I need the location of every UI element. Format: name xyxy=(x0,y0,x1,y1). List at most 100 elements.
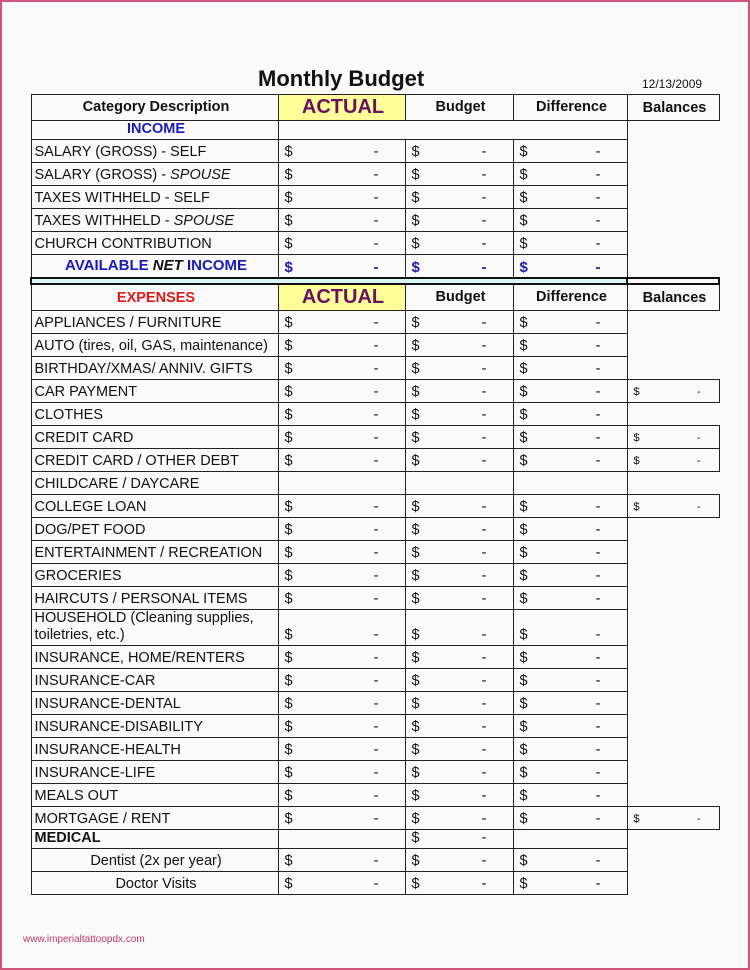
money-cell: $ - xyxy=(404,609,514,646)
amount: - xyxy=(481,213,487,229)
row-label: INSURANCE-CAR xyxy=(30,668,279,692)
row-label: INSURANCE-DENTAL xyxy=(30,691,279,715)
amount: - xyxy=(481,673,487,689)
expense-row: CHILDCARE / DAYCARE xyxy=(30,471,719,495)
money-cell: $ - xyxy=(404,645,514,669)
expense-row: INSURANCE-DISABILITY $ - $ - $ - xyxy=(30,714,719,738)
expenses-header-row: EXPENSES ACTUAL Budget Difference Balances xyxy=(30,283,720,311)
amount: - xyxy=(595,453,601,469)
money-cell: $ - xyxy=(404,139,514,163)
income-section-row: INCOME xyxy=(30,120,719,140)
money-cell: $ - xyxy=(277,737,406,761)
currency-symbol: $ xyxy=(284,259,293,276)
currency-symbol: $ xyxy=(411,811,420,827)
money-cell: $ - xyxy=(626,494,720,518)
amount: - xyxy=(373,430,379,446)
amount: - xyxy=(696,501,701,513)
currency-symbol: $ xyxy=(519,144,528,160)
currency-symbol: $ xyxy=(633,386,640,398)
money-cell: $ - xyxy=(512,448,628,472)
row-label: MEDICAL xyxy=(30,829,279,849)
money-cell: $ - xyxy=(626,425,720,449)
currency-symbol: $ xyxy=(284,167,293,183)
amount: - xyxy=(481,384,487,400)
label-text: TAXES WITHHELD - xyxy=(34,213,174,229)
header-actual: ACTUAL xyxy=(277,283,406,311)
amount: - xyxy=(373,338,379,354)
money-cell: $ - xyxy=(277,448,406,472)
money-cell: $ - xyxy=(277,425,406,449)
money-cell: $ - xyxy=(277,848,406,872)
money-cell: $ - xyxy=(404,402,514,426)
amount: - xyxy=(696,813,701,825)
row-label: BIRTHDAY/XMAS/ ANNIV. GIFTS xyxy=(30,356,279,380)
amount: - xyxy=(373,315,379,331)
amount: - xyxy=(373,236,379,252)
amount: - xyxy=(373,876,379,892)
amount: - xyxy=(481,167,487,183)
expense-row: COLLEGE LOAN $ - $ - $ - $ - xyxy=(30,494,720,518)
money-cell: $ - xyxy=(512,586,628,610)
header-budget: Budget xyxy=(404,283,514,311)
currency-symbol: $ xyxy=(411,696,420,712)
income-row: SALARY (GROSS) - SELF $ - $ - $ - xyxy=(30,139,719,163)
money-cell: $ - xyxy=(512,848,628,872)
amount: - xyxy=(595,190,601,206)
row-label: APPLIANCES / FURNITURE xyxy=(30,310,279,334)
money-cell: $ - xyxy=(404,208,514,232)
amount: - xyxy=(373,673,379,689)
currency-symbol: $ xyxy=(284,627,293,643)
amount: - xyxy=(595,650,601,666)
amount: - xyxy=(373,384,379,400)
money-cell: $ - xyxy=(404,448,514,472)
row-label: INSURANCE, HOME/RENTERS xyxy=(30,645,279,669)
currency-symbol: $ xyxy=(284,384,293,400)
amount: - xyxy=(481,568,487,584)
row-label: DOG/PET FOOD xyxy=(30,517,279,541)
currency-symbol: $ xyxy=(284,876,293,892)
amount: - xyxy=(373,719,379,735)
amount: - xyxy=(373,696,379,712)
expense-row: MEALS OUT $ - $ - $ - xyxy=(30,783,719,807)
currency-symbol: $ xyxy=(284,338,293,354)
amount: - xyxy=(595,765,601,781)
expense-row: ENTERTAINMENT / RECREATION $ - $ - $ - xyxy=(30,540,719,564)
amount: - xyxy=(373,765,379,781)
amount: - xyxy=(595,144,601,160)
currency-symbol: $ xyxy=(411,591,420,607)
currency-symbol: $ xyxy=(284,742,293,758)
money-cell: $ - xyxy=(404,848,514,872)
amount: - xyxy=(481,499,487,515)
row-label: AUTO (tires, oil, GAS, maintenance) xyxy=(30,333,279,357)
currency-symbol: $ xyxy=(519,765,528,781)
currency-symbol: $ xyxy=(519,811,528,827)
label-text: TAXES WITHHELD - SELF xyxy=(34,190,210,206)
empty-cell xyxy=(277,471,406,495)
amount: - xyxy=(481,788,487,804)
separator-row xyxy=(30,277,720,285)
amount: - xyxy=(481,696,487,712)
money-cell: $ - xyxy=(512,402,628,426)
row-label: CHILDCARE / DAYCARE xyxy=(30,471,279,495)
amount: - xyxy=(481,190,487,206)
money-cell: $ - xyxy=(404,425,514,449)
currency-symbol: $ xyxy=(284,696,293,712)
amount: - xyxy=(481,236,487,252)
currency-symbol: $ xyxy=(411,499,420,515)
money-cell: $ - xyxy=(404,586,514,610)
expense-row: INSURANCE-CAR $ - $ - $ - xyxy=(30,668,719,692)
money-cell: $ - xyxy=(404,231,514,255)
currency-symbol: $ xyxy=(519,213,528,229)
money-cell: $ - xyxy=(404,356,514,380)
money-cell: $ - xyxy=(512,517,628,541)
currency-symbol: $ xyxy=(519,696,528,712)
money-cell: $ - xyxy=(277,668,406,692)
currency-symbol: $ xyxy=(519,545,528,561)
amount: - xyxy=(481,830,487,847)
amount: - xyxy=(595,361,601,377)
money-cell: $ - xyxy=(512,760,628,784)
money-cell: $ - xyxy=(404,185,514,209)
header-row: Category Description ACTUAL Budget Diffe… xyxy=(30,94,720,121)
amount: - xyxy=(373,627,379,643)
currency-symbol: $ xyxy=(519,384,528,400)
